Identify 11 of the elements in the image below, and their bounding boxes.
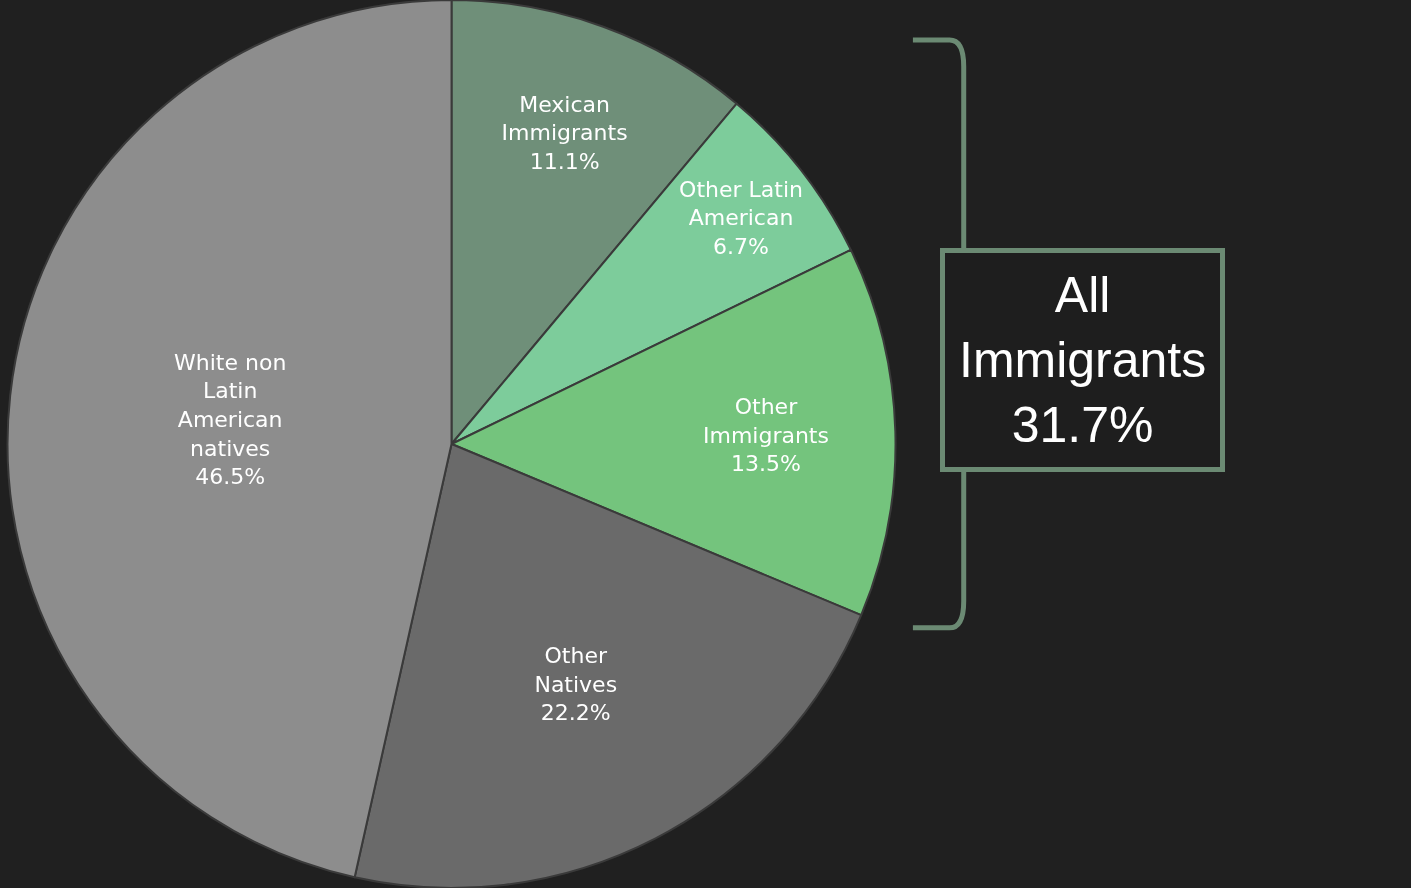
slice-label: White non Latin American natives bbox=[174, 349, 287, 461]
data-label: 13.5% bbox=[731, 451, 801, 477]
data-label: 6.7% bbox=[713, 234, 769, 260]
text: All Immigrants 31.7% bbox=[959, 267, 1207, 453]
slice-label: Other Natives bbox=[534, 643, 618, 697]
data-label: 46.5% bbox=[195, 464, 266, 490]
slice-label: Other Immigrants bbox=[702, 394, 829, 448]
data-label: 22.2% bbox=[540, 700, 611, 726]
slice-label: Mexican Immigrants bbox=[501, 91, 628, 146]
data-label: 11.1% bbox=[529, 149, 600, 175]
slice-label: Other Latin American bbox=[679, 176, 803, 231]
